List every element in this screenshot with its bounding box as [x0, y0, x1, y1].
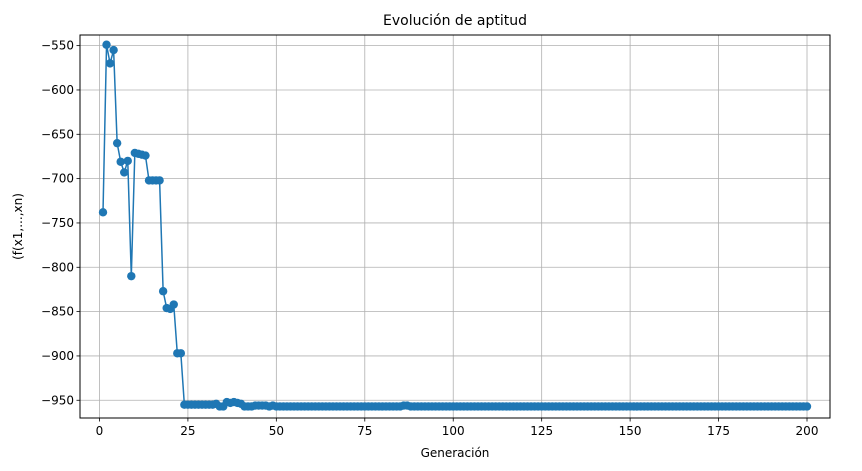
series-fitness — [98, 40, 812, 411]
data-point — [169, 300, 178, 309]
axis-ticks: 0 25 50 75 100 125 150 175 200 −550 −600 −650 −700 −7… — [41, 39, 818, 438]
data-point — [98, 208, 108, 217]
data-point — [109, 45, 118, 55]
y-tick-label: −750 — [41, 216, 74, 230]
y-tick-label: −950 — [41, 393, 74, 407]
x-tick-label: 50 — [269, 424, 284, 438]
y-tick-label: −650 — [41, 127, 74, 141]
y-tick-label: −600 — [41, 83, 74, 97]
x-tick-label: 175 — [707, 424, 730, 438]
chart-title: Evolución de aptitud — [383, 13, 527, 29]
data-point — [116, 157, 125, 166]
plot-frame — [79, 34, 831, 419]
y-tick-label: −850 — [41, 305, 74, 319]
grid — [80, 35, 830, 418]
x-tick-label: 25 — [180, 424, 195, 438]
x-tick-label: 200 — [796, 424, 819, 438]
data-point — [123, 156, 132, 166]
y-tick-label: −550 — [41, 39, 74, 53]
data-point — [112, 138, 122, 148]
data-point — [802, 402, 812, 411]
x-tick-label: 100 — [442, 424, 465, 438]
data-point — [155, 176, 164, 185]
x-tick-label: 125 — [530, 424, 553, 438]
y-tick-label: −800 — [41, 260, 74, 274]
data-point — [127, 271, 136, 281]
y-tick-label: −700 — [41, 172, 74, 186]
data-point — [102, 40, 111, 49]
data-point — [120, 168, 129, 177]
x-tick-label: 75 — [357, 424, 372, 438]
y-tick-label: −900 — [41, 349, 74, 363]
y-axis-label: (f(x1,...,xn) — [11, 193, 25, 260]
data-point — [105, 59, 115, 68]
data-point — [141, 151, 150, 160]
data-point — [158, 287, 168, 296]
x-axis-label: Generación — [421, 446, 490, 460]
data-point — [176, 349, 186, 358]
x-tick-label: 0 — [96, 424, 104, 438]
x-tick-label: 150 — [619, 424, 642, 438]
